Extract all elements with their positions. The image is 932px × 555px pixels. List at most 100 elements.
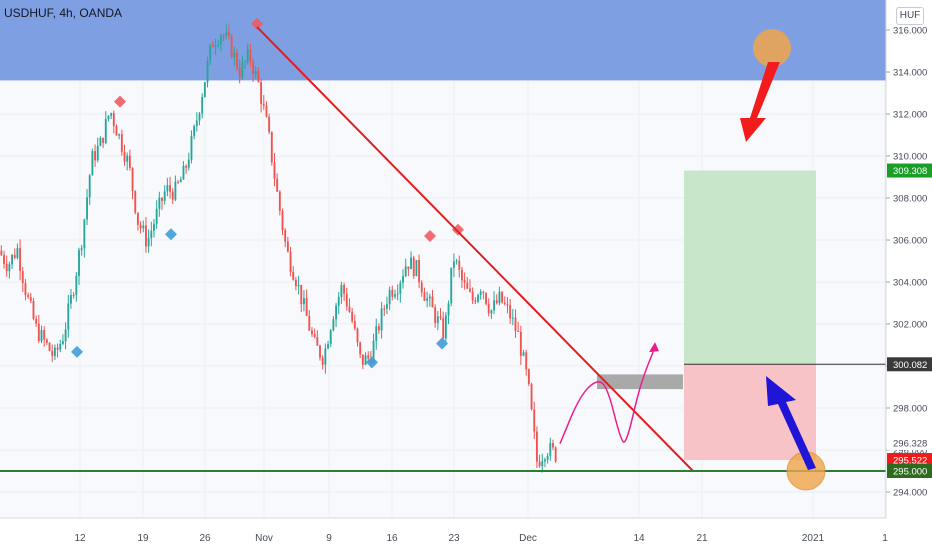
candle	[444, 315, 447, 339]
candle	[533, 409, 536, 432]
candle	[45, 339, 48, 343]
candle	[40, 329, 43, 341]
candle	[308, 315, 311, 331]
candle	[51, 350, 54, 356]
candle	[311, 330, 313, 335]
x-tick-label: 1	[882, 533, 888, 544]
x-tick-label: 9	[326, 533, 332, 544]
candle	[477, 295, 479, 302]
candle	[198, 113, 201, 121]
candle	[361, 354, 364, 365]
candle	[185, 165, 188, 168]
candle	[147, 237, 150, 247]
grey-box	[597, 374, 683, 390]
candle	[386, 304, 388, 309]
candle	[236, 52, 238, 68]
candle	[112, 113, 115, 126]
candle	[428, 296, 431, 299]
candle	[91, 151, 94, 176]
candle	[522, 352, 525, 356]
x-tick-label: 23	[448, 533, 460, 544]
candle	[294, 279, 297, 287]
candle	[174, 181, 177, 200]
candle	[201, 97, 204, 114]
candle	[75, 275, 78, 296]
marker-high	[452, 223, 464, 236]
x-tick-label: 2021	[802, 533, 825, 544]
candle	[257, 70, 260, 82]
price-tag-bg	[887, 163, 932, 178]
candle	[300, 284, 303, 305]
candle	[276, 178, 279, 192]
target-zone	[684, 170, 816, 365]
candle	[431, 296, 434, 308]
candle	[94, 151, 97, 161]
candle	[297, 284, 300, 287]
candle	[329, 330, 332, 345]
candle	[353, 321, 356, 329]
candle	[410, 257, 412, 270]
symbol-title: USDHUF, 4h, OANDA	[4, 6, 123, 20]
price-tag-label: 309.308	[893, 166, 927, 177]
projection-path[interactable]	[559, 346, 656, 444]
candle	[179, 179, 182, 183]
candle	[265, 105, 268, 117]
candle	[88, 175, 91, 198]
x-tick-label: 21	[696, 533, 708, 544]
candle	[99, 137, 102, 146]
candle	[471, 291, 474, 301]
candle	[303, 298, 305, 305]
trendline[interactable]	[256, 26, 694, 472]
candle	[345, 293, 348, 307]
candle	[217, 44, 220, 46]
y-tick-label: 310.000	[893, 152, 927, 163]
candle	[209, 44, 212, 62]
candle	[206, 61, 209, 83]
candle	[131, 167, 134, 192]
candle	[107, 115, 110, 120]
candle	[458, 260, 461, 270]
candle	[11, 254, 13, 265]
candle	[19, 248, 22, 272]
candle	[498, 291, 501, 304]
candle	[278, 191, 281, 211]
candle	[535, 431, 538, 462]
candle	[96, 145, 99, 161]
candle	[447, 303, 450, 316]
y-tick-label: 306.000	[893, 236, 927, 247]
candle	[102, 137, 105, 143]
candle	[83, 219, 86, 249]
down-arrow	[740, 62, 780, 142]
candle	[415, 259, 418, 277]
candle	[246, 49, 249, 62]
candle	[29, 297, 32, 301]
y-tick-label: 296.000	[893, 446, 927, 457]
candle	[479, 291, 482, 296]
stop-zone	[684, 364, 816, 461]
candle	[203, 82, 206, 98]
candle	[364, 355, 367, 365]
candle	[289, 251, 292, 273]
price-tag-label: 296.328	[893, 439, 927, 450]
candle	[230, 35, 233, 58]
marker-high	[424, 230, 436, 242]
candle	[394, 294, 396, 297]
candle	[233, 52, 236, 58]
candle	[372, 340, 375, 364]
candle	[53, 347, 56, 356]
candle	[134, 191, 137, 213]
currency-badge[interactable]: HUF	[896, 7, 924, 25]
candle	[399, 282, 402, 294]
candle	[530, 384, 533, 410]
candle	[514, 317, 517, 332]
up-arrow	[766, 376, 816, 470]
marker-high	[251, 17, 263, 30]
marker-low	[71, 345, 83, 358]
time-axis[interactable]	[0, 518, 886, 550]
candle	[214, 45, 217, 48]
y-tick-label: 304.000	[893, 278, 927, 289]
candle	[286, 241, 289, 252]
candle	[552, 442, 554, 448]
